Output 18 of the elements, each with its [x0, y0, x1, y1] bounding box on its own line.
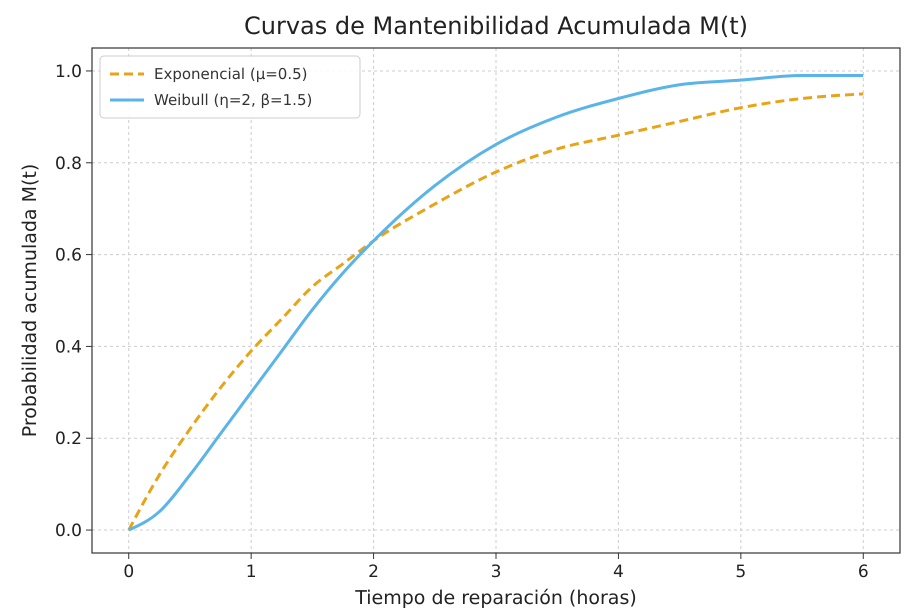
y-tick-label: 0.8 [54, 154, 82, 174]
legend-label: Exponencial (μ=0.5) [154, 65, 308, 83]
x-tick-label: 2 [368, 562, 379, 582]
x-tick-label: 5 [735, 562, 746, 582]
legend-label: Weibull (η=2, β=1.5) [154, 91, 312, 109]
y-tick-label: 1.0 [54, 62, 82, 82]
x-axis-title: Tiempo de reparación (horas) [354, 587, 637, 609]
x-tick-label: 4 [613, 562, 624, 582]
chart-title: Curvas de Mantenibilidad Acumulada M(t) [244, 12, 748, 40]
x-tick-label: 1 [246, 562, 257, 582]
y-tick-label: 0.2 [54, 429, 82, 450]
y-tick-label: 0.6 [54, 246, 82, 266]
x-tick-label: 0 [123, 562, 134, 582]
x-tick-label: 3 [490, 562, 502, 582]
y-axis-title: Probabilidad acumulada M(t) [19, 164, 41, 438]
y-tick-label: 0.4 [54, 337, 82, 358]
x-tick-label: 6 [858, 562, 869, 582]
y-tick-label: 0.0 [54, 521, 82, 542]
